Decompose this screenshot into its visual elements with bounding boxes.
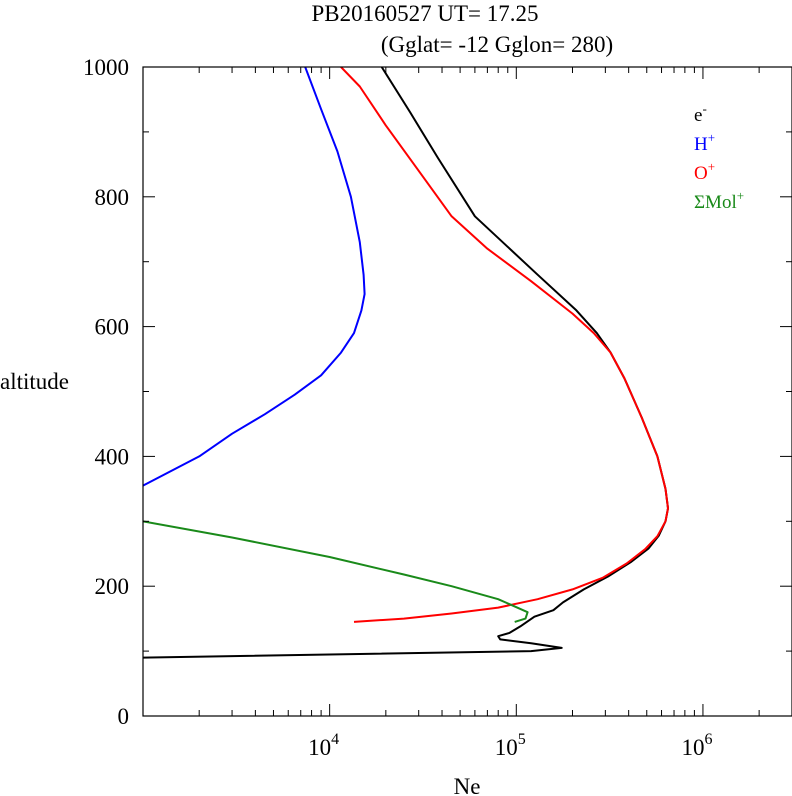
x-axis-label: Ne xyxy=(454,774,481,796)
series-line-3 xyxy=(143,520,529,623)
y-tick-label: 800 xyxy=(95,185,130,210)
x-tick-label: 104 xyxy=(308,731,339,760)
series-line-0 xyxy=(143,67,669,659)
y-tick-label: 0 xyxy=(118,704,130,729)
legend-item-0: e- xyxy=(694,101,707,126)
y-tick-label: 1000 xyxy=(83,55,129,80)
series-line-2 xyxy=(340,67,669,623)
x-tick-label: 105 xyxy=(495,731,526,760)
legend: e- H+ O+ ΣMol+ xyxy=(694,101,744,213)
y-tick-label: 600 xyxy=(95,315,130,340)
y-axis-label: altitude xyxy=(0,369,69,394)
series-line-1 xyxy=(143,67,366,487)
chart-title: PB20160527 UT= 17.25 xyxy=(311,1,538,26)
y-tick-label: 200 xyxy=(95,574,130,599)
legend-item-3: ΣMol+ xyxy=(694,188,744,213)
axes: 0 200 400 600 800 1000 104 105 106 xyxy=(83,55,792,760)
x-tick-label: 106 xyxy=(681,731,712,760)
legend-item-1: H+ xyxy=(694,130,715,155)
series-layer xyxy=(143,67,669,659)
legend-item-2: O+ xyxy=(694,159,715,184)
chart-subtitle: (Gglat= -12 Gglon= 280) xyxy=(381,32,613,57)
y-tick-label: 400 xyxy=(95,444,130,469)
